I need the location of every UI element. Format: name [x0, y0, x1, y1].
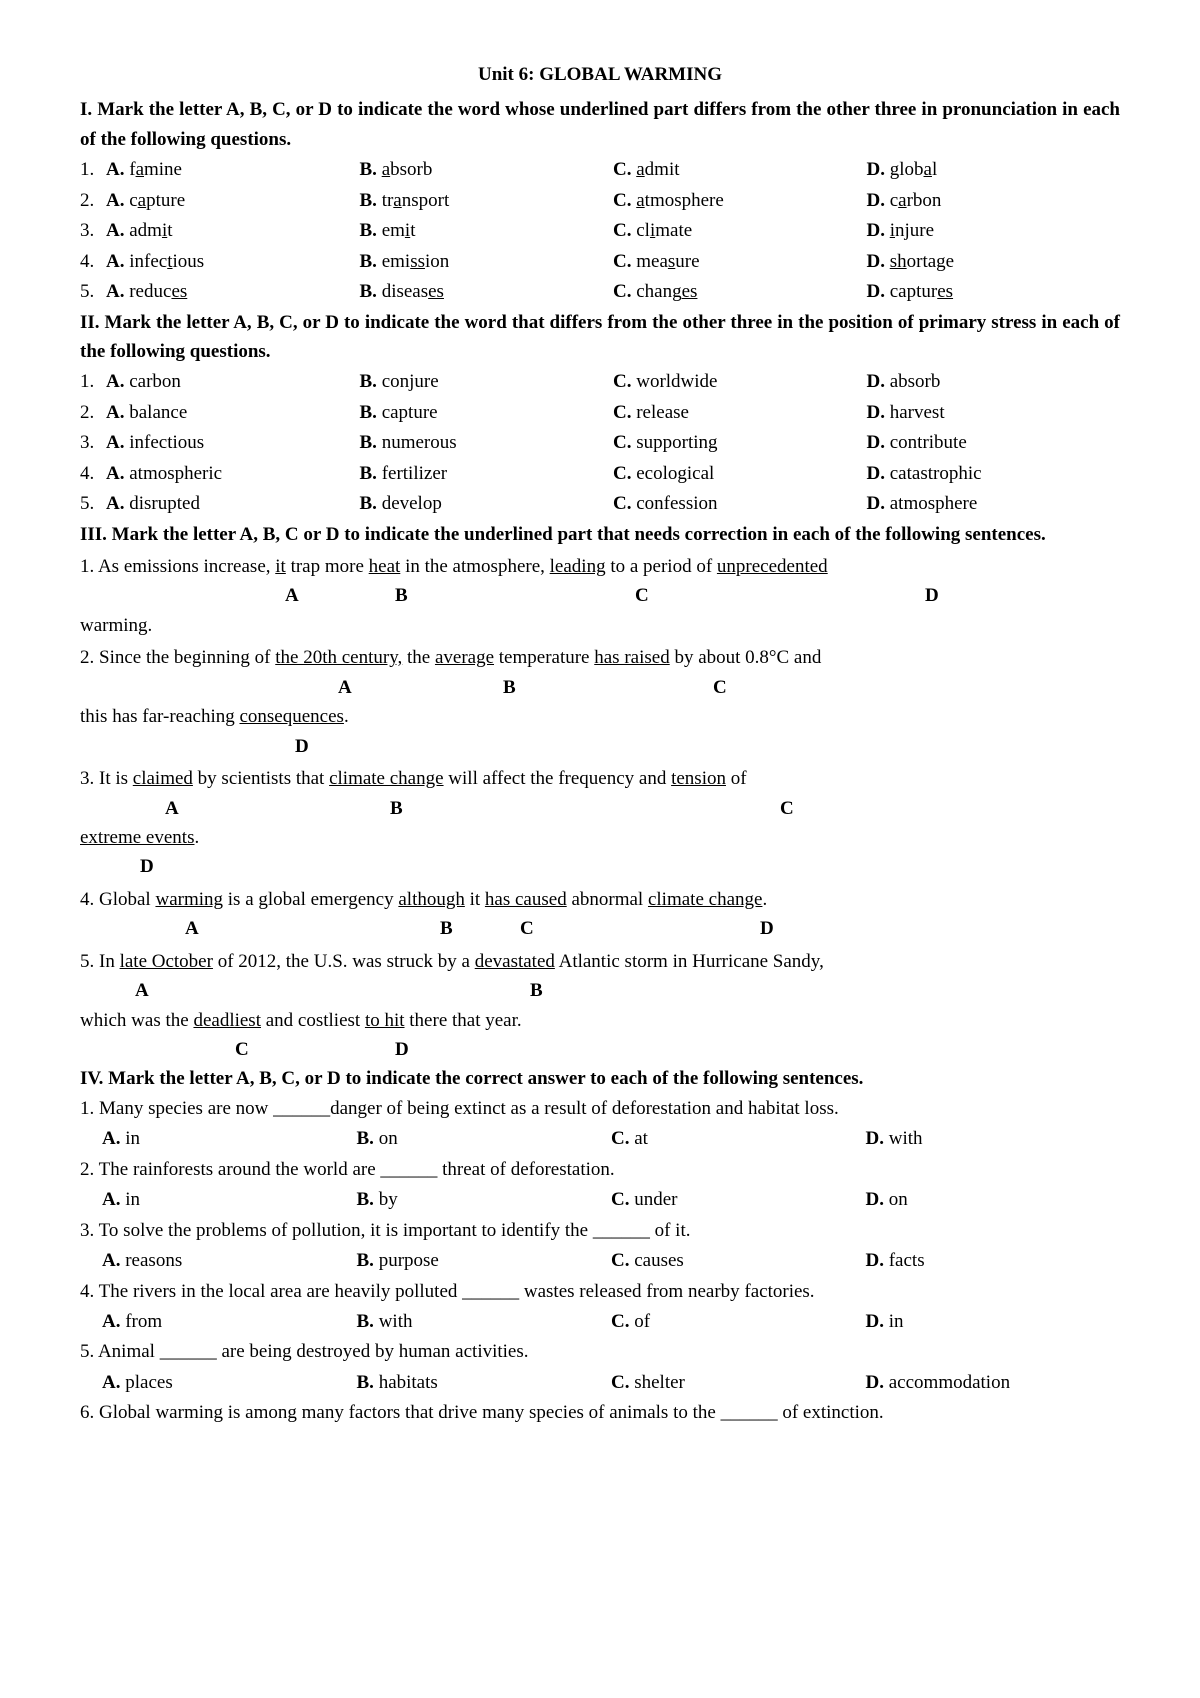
- section-3-head: III. Mark the letter A, B, C or D to ind…: [80, 520, 1120, 549]
- s3-q4-letters: ABCD: [80, 914, 1120, 943]
- s3-q2: 2. Since the beginning of the 20th centu…: [80, 643, 1120, 672]
- s3-q2-d: D: [80, 732, 1120, 761]
- s4-q3: 3. To solve the problems of pollution, i…: [80, 1216, 1120, 1245]
- s3-q3: 3. It is claimed by scientists that clim…: [80, 764, 1120, 793]
- s3-q4: 4. Global warming is a global emergency …: [80, 885, 1120, 914]
- s4-q5: 5. Animal ______ are being destroyed by …: [80, 1337, 1120, 1366]
- s2-row-3: 3.A. infectiousB. numerousC. supportingD…: [80, 428, 1120, 457]
- s2-row-4: 4.A. atmosphericB. fertilizerC. ecologic…: [80, 459, 1120, 488]
- s2-row-5: 5.A. disruptedB. developC. confessionD. …: [80, 489, 1120, 518]
- s3-q1: 1. As emissions increase, it trap more h…: [80, 552, 1120, 581]
- s4-q4-opts: A. fromB. withC. ofD. in: [80, 1307, 1120, 1336]
- s3-q3-letters1: ABC: [80, 794, 1120, 823]
- s1-row-2: 2.A. captureB. transportC. atmosphereD. …: [80, 186, 1120, 215]
- s4-q1-opts: A. inB. onC. atD. with: [80, 1124, 1120, 1153]
- s4-q2-opts: A. inB. byC. underD. on: [80, 1185, 1120, 1214]
- s4-q6: 6. Global warming is among many factors …: [80, 1398, 1120, 1427]
- s1-row-4: 4.A. infectiousB. emissionC. measureD. s…: [80, 247, 1120, 276]
- s1-row-3: 3.A. admitB. emitC. climateD. injure: [80, 216, 1120, 245]
- s3-q5: 5. In late October of 2012, the U.S. was…: [80, 947, 1120, 976]
- s4-q3-opts: A. reasonsB. purposeC. causesD. facts: [80, 1246, 1120, 1275]
- s3-q1-tail: warming.: [80, 611, 1120, 640]
- section-1-head: I. Mark the letter A, B, C, or D to indi…: [80, 95, 1120, 154]
- s3-q2-letters: ABC: [80, 673, 1120, 702]
- s3-q5-l2: which was the deadliest and costliest to…: [80, 1006, 1120, 1035]
- s3-q5-cd: CD: [80, 1035, 1120, 1064]
- s3-q1-letters: ABCD: [80, 581, 1120, 610]
- s4-q5-opts: A. placesB. habitatsC. shelterD. accommo…: [80, 1368, 1120, 1397]
- s4-q1: 1. Many species are now ______danger of …: [80, 1094, 1120, 1123]
- s2-row-1: 1.A. carbonB. conjureC. worldwideD. abso…: [80, 367, 1120, 396]
- s3-q2-tail: this has far-reaching consequences.: [80, 702, 1120, 731]
- section-2-head: II. Mark the letter A, B, C, or D to ind…: [80, 308, 1120, 367]
- s4-q4: 4. The rivers in the local area are heav…: [80, 1277, 1120, 1306]
- page-title: Unit 6: GLOBAL WARMING: [80, 60, 1120, 89]
- s1-row-5: 5.A. reducesB. diseasesC. changesD. capt…: [80, 277, 1120, 306]
- s2-row-2: 2.A. balanceB. captureC. releaseD. harve…: [80, 398, 1120, 427]
- s1-row-1: 1.A. famineB. absorbC. admitD. global: [80, 155, 1120, 184]
- s3-q5-ab: AB: [80, 976, 1120, 1005]
- s3-q3-d: D: [80, 852, 1120, 881]
- section-4-head: IV. Mark the letter A, B, C, or D to ind…: [80, 1064, 1120, 1093]
- s4-q2: 2. The rainforests around the world are …: [80, 1155, 1120, 1184]
- s3-q3-tail: extreme events.: [80, 823, 1120, 852]
